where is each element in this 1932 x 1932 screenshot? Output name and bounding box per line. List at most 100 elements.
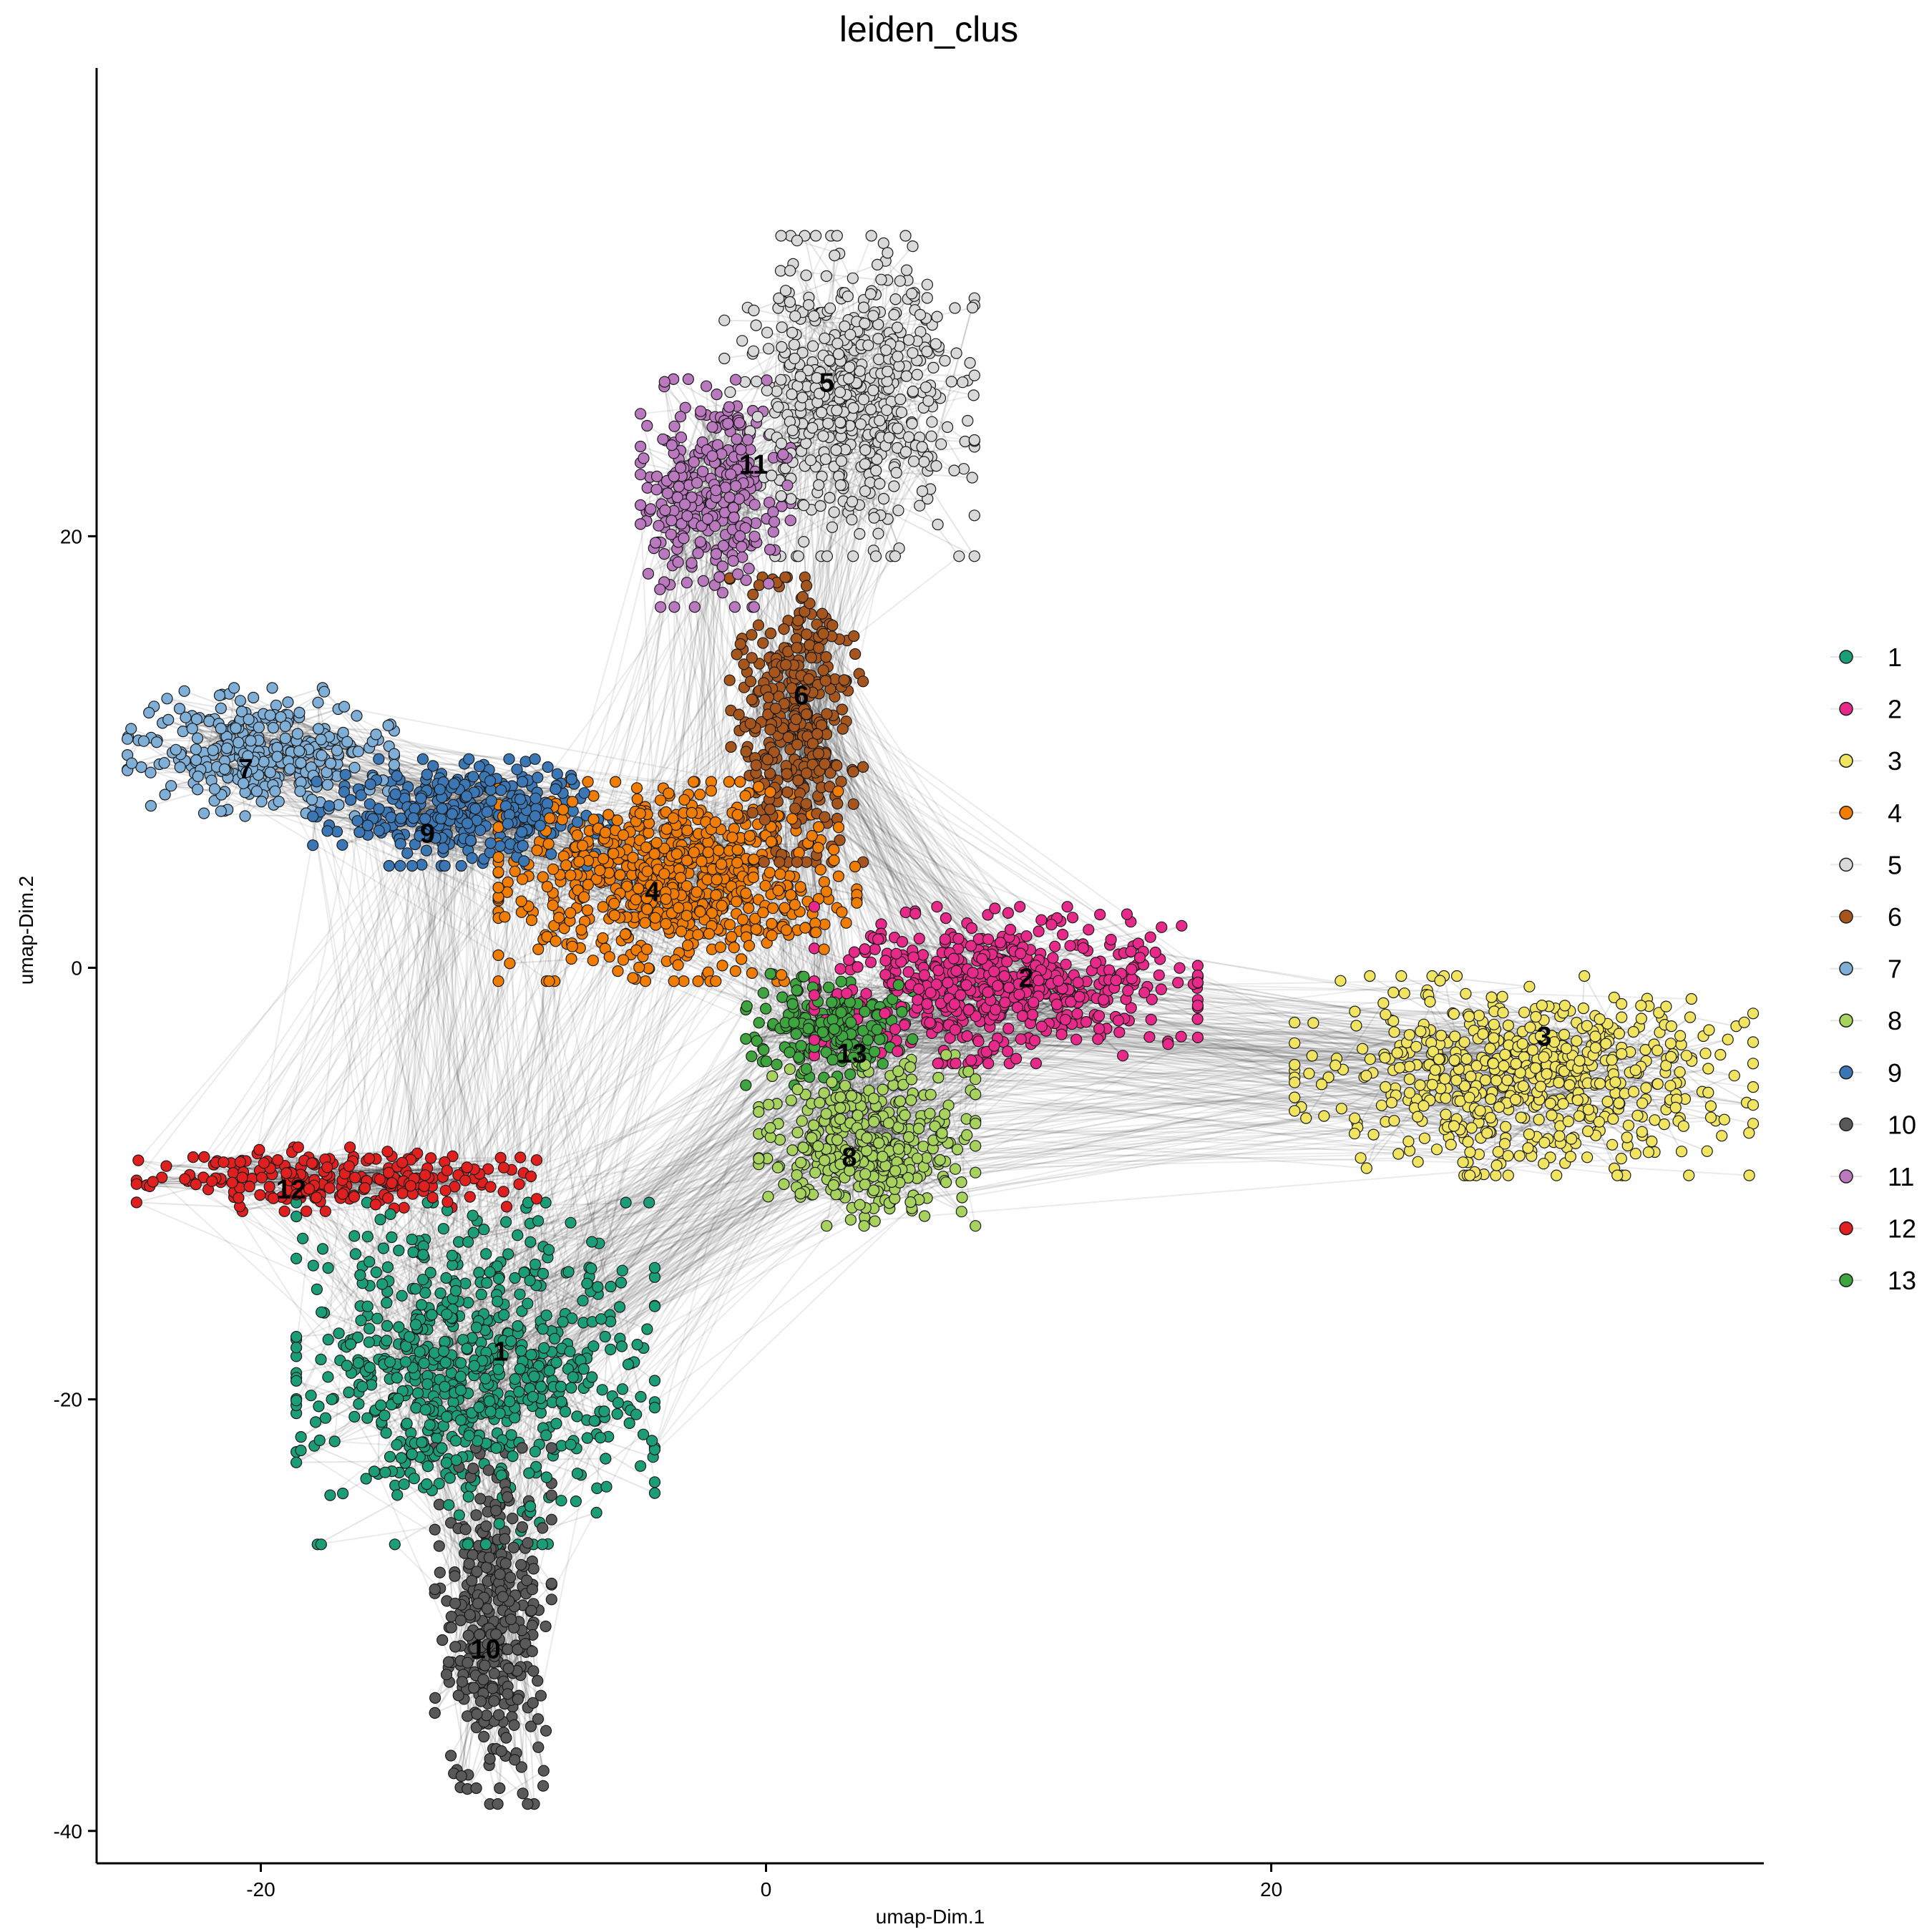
network-edge — [587, 1382, 595, 1421]
network-edge — [358, 983, 1194, 1405]
network-edge — [753, 263, 878, 311]
network-edge — [394, 1543, 456, 1604]
network-edge — [296, 1339, 372, 1386]
network-edge — [391, 1182, 534, 1407]
network-edge — [419, 993, 926, 1458]
network-edge — [296, 1380, 424, 1443]
network-edge — [1321, 1083, 1483, 1115]
network-edge — [822, 298, 842, 356]
network-edge — [472, 1468, 552, 1584]
network-edge — [411, 912, 522, 1289]
network-edge — [296, 1179, 828, 1415]
network-edge — [362, 1134, 816, 1284]
network-edge — [475, 923, 667, 1328]
network-edge — [167, 698, 240, 721]
network-edge — [443, 1000, 991, 1352]
network-edge — [473, 1175, 860, 1377]
network-edge — [1305, 1002, 1385, 1119]
network-edge — [707, 876, 769, 973]
network-edge — [326, 758, 424, 832]
network-edge — [375, 1204, 592, 1243]
network-edge — [316, 1195, 355, 1290]
network-edge — [532, 962, 1000, 1406]
network-edge — [484, 880, 608, 1379]
network-edge — [499, 891, 585, 1263]
network-edge — [547, 877, 675, 1371]
network-edge — [398, 894, 781, 1328]
network-edge — [568, 1019, 990, 1273]
network-edge — [701, 504, 756, 546]
network-edge — [389, 883, 649, 1380]
network-edge — [781, 475, 839, 497]
network-edge — [825, 445, 886, 460]
network-edge — [834, 640, 848, 680]
network-edge — [231, 1181, 487, 1413]
network-edge — [249, 1186, 448, 1303]
network-edge — [284, 1201, 650, 1212]
network-edge — [204, 1156, 370, 1159]
network-edge — [386, 1182, 391, 1457]
network-edge — [596, 1314, 611, 1488]
network-edge — [586, 1156, 856, 1421]
network-edge — [434, 1528, 459, 1594]
network-edge — [932, 1148, 1438, 1151]
network-edge — [858, 406, 931, 467]
network-edge — [232, 1161, 445, 1184]
network-edge — [543, 936, 733, 1349]
network-edge — [323, 691, 395, 757]
network-edge — [728, 577, 801, 649]
network-edge — [535, 1284, 648, 1330]
network-edge — [520, 1433, 644, 1532]
network-edge — [240, 1161, 454, 1299]
network-edge — [804, 235, 846, 293]
chart-title: leiden_clus — [839, 9, 1018, 49]
network-edge — [471, 1412, 655, 1494]
network-edge — [1469, 1081, 1616, 1176]
network-edge — [441, 1358, 515, 1407]
network-edge — [894, 1028, 975, 1065]
network-edge — [1575, 1142, 1636, 1155]
network-edge — [381, 866, 856, 1423]
network-edge — [449, 869, 713, 1322]
network-edge — [423, 1487, 466, 1545]
network-edge — [409, 788, 556, 812]
network-edge — [385, 1181, 609, 1438]
network-edge — [311, 1163, 464, 1474]
network-edge — [939, 926, 1162, 977]
network-edge — [1463, 1054, 1615, 1169]
network-edge — [458, 1201, 650, 1243]
network-edge — [301, 1186, 478, 1317]
network-edge — [353, 907, 724, 1340]
network-edge — [346, 1285, 371, 1366]
network-edge — [273, 789, 359, 1199]
network-edge — [530, 899, 683, 1243]
network-edge — [517, 1398, 523, 1545]
network-edge — [415, 980, 699, 1289]
network-edge — [464, 1283, 525, 1368]
network-edge — [376, 1196, 801, 1273]
network-edge — [884, 445, 931, 490]
network-edge — [784, 457, 975, 557]
network-edge — [588, 1013, 849, 1278]
network-edge — [937, 1026, 1120, 1033]
network-edge — [486, 894, 791, 1321]
network-edge — [425, 826, 630, 1284]
network-edge — [306, 1190, 500, 1291]
network-edge — [477, 1005, 861, 1221]
network-edge — [320, 1359, 396, 1486]
network-edge — [481, 865, 567, 1368]
network-edge — [524, 1272, 610, 1316]
network-edge — [1408, 975, 1445, 1053]
network-edge — [337, 708, 370, 748]
network-edge — [892, 942, 1138, 985]
network-edge — [673, 426, 693, 464]
network-edge — [136, 1201, 326, 1212]
network-edge — [937, 974, 1075, 1064]
network-edge — [812, 1101, 882, 1134]
network-edge — [530, 1398, 557, 1513]
network-edge — [346, 1236, 369, 1347]
network-edge — [895, 472, 960, 557]
network-edge — [758, 1133, 797, 1188]
network-edge — [620, 907, 838, 1283]
